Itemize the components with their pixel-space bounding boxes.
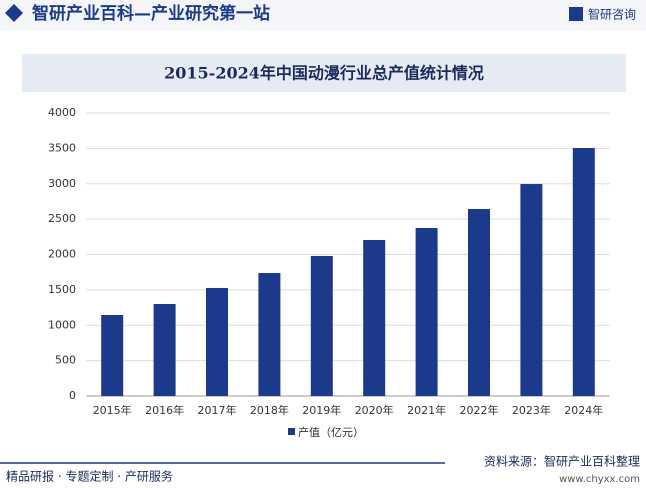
bar (415, 227, 438, 396)
y-tick-label: 0 (69, 389, 76, 402)
y-tick-label: 1500 (48, 283, 76, 296)
bar (310, 255, 333, 396)
header-title: 智研产业百科—产业研究第一站 (32, 3, 270, 24)
y-tick-label: 3500 (48, 141, 76, 154)
bar (520, 184, 543, 396)
bar (101, 314, 124, 396)
bar (363, 239, 386, 396)
y-tick-label: 500 (55, 354, 76, 367)
chart-title: 2015-2024年中国动漫行业总产值统计情况 (164, 64, 484, 83)
y-tick-label: 2500 (48, 212, 76, 225)
y-tick-label: 1000 (48, 318, 76, 331)
x-tick-label: 2015年 (93, 403, 132, 417)
logo-icon (569, 7, 583, 21)
x-tick-label: 2017年 (198, 403, 237, 417)
y-tick-label: 3000 (48, 177, 76, 190)
x-tick-label: 2018年 (250, 403, 289, 417)
legend-swatch (288, 428, 295, 435)
bar (258, 273, 281, 396)
bar (153, 304, 176, 396)
footer-source: 资料来源：智研产业百科整理 (484, 454, 640, 469)
logo-text: 智研咨询 (588, 7, 636, 22)
bar (572, 148, 595, 396)
y-tick-label: 2000 (48, 248, 76, 261)
y-tick-label: 4000 (48, 106, 76, 119)
x-tick-label: 2020年 (355, 403, 394, 417)
x-tick-label: 2019年 (302, 403, 341, 417)
x-tick-label: 2022年 (460, 403, 499, 417)
header-bar (0, 0, 646, 30)
x-tick-label: 2024年 (564, 403, 603, 417)
title-box (22, 54, 626, 92)
header-icon (5, 4, 23, 22)
bar (468, 209, 490, 396)
legend-label: 产值（亿元） (298, 425, 364, 439)
x-tick-label: 2016年 (145, 403, 184, 417)
footer-website: www.chyxx.com (559, 474, 640, 485)
x-tick-label: 2023年 (512, 403, 551, 417)
footer-services: 精品研报 · 专题定制 · 产研服务 (6, 469, 173, 484)
bar (206, 287, 228, 396)
x-tick-label: 2021年 (407, 403, 446, 417)
